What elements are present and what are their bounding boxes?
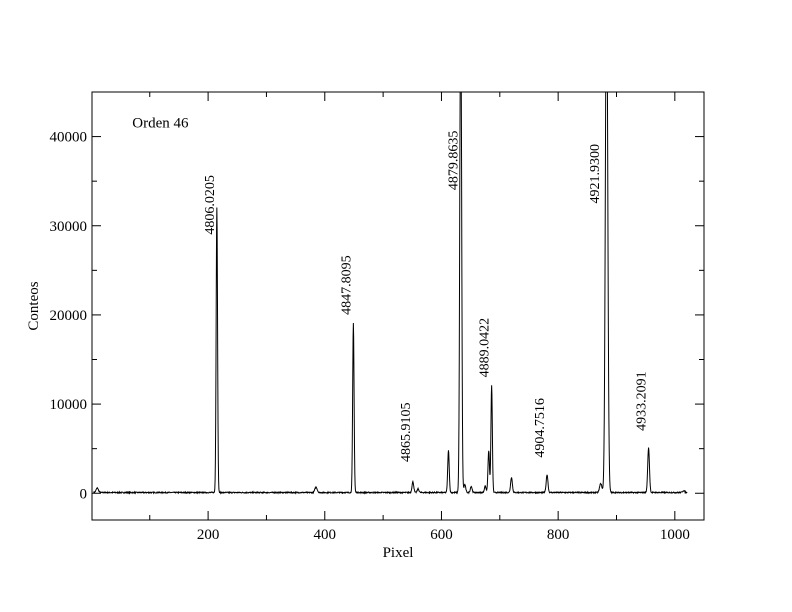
x-tick-label: 400: [314, 527, 337, 543]
line-label: 4806.0205: [203, 175, 218, 235]
x-tick-label: 800: [547, 527, 570, 543]
line-label: 4904.7516: [533, 398, 548, 458]
line-label: 4921.9300: [588, 144, 603, 204]
line-label: 4933.2091: [635, 371, 650, 431]
line-label: 4889.0422: [478, 318, 493, 378]
x-tick-label: 600: [430, 527, 453, 543]
line-label: 4865.9105: [399, 403, 414, 463]
line-label: 4879.8635: [447, 131, 462, 191]
y-axis-label: Conteos: [26, 281, 42, 330]
y-tick-label: 40000: [50, 130, 88, 146]
chart-annotation: Orden 46: [132, 116, 189, 132]
y-tick-label: 10000: [50, 397, 88, 413]
y-tick-label: 30000: [50, 219, 88, 235]
x-tick-label: 200: [197, 527, 220, 543]
x-tick-label: 1000: [660, 527, 690, 543]
line-label-group: 4806.0205 4847.8095 4865.9105 4879.8635 4889…: [203, 131, 650, 462]
x-axis-label: Pixel: [383, 545, 414, 561]
y-tick-label: 0: [80, 486, 88, 502]
spectrum-line: [93, 91, 688, 495]
plot-frame: [91, 91, 705, 521]
tick-group: [92, 92, 704, 520]
y-tick-label: 20000: [50, 308, 88, 324]
line-label: 4847.8095: [339, 255, 354, 315]
